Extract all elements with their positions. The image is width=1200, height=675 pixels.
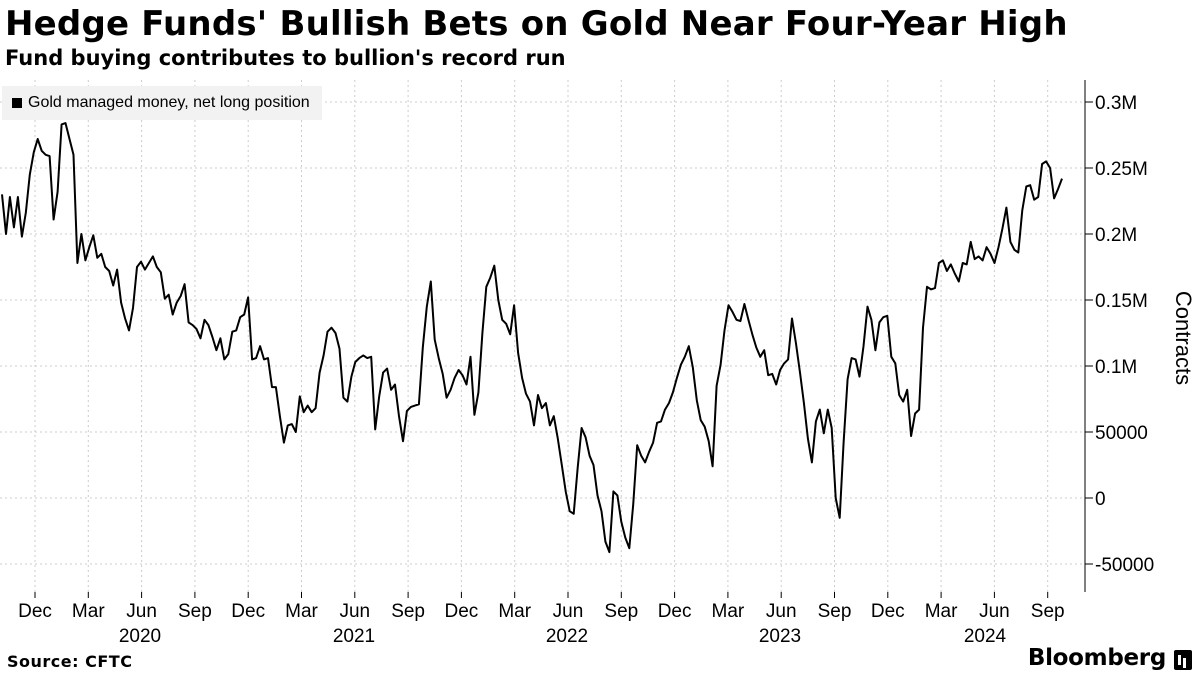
y-tick-label: 0.1M [1095,357,1137,378]
x-tick-label: Mar [72,601,105,622]
x-tick-label: Jun [126,601,157,622]
source-note: Source: CFTC [7,652,133,671]
x-tick-label: Sep [818,601,852,622]
y-axis-label: Contracts [1171,291,1196,385]
vertical-gridlines [34,80,1049,598]
y-tick-label: 50000 [1095,423,1148,444]
x-tick-label: Dec [18,601,52,622]
x-year-label: 2022 [546,626,588,647]
x-tick-label: Dec [658,601,692,622]
y-tick-label: 0 [1095,489,1106,510]
series-group [1,122,1063,554]
bloomberg-chart-icon [1174,650,1192,670]
x-tick-label: Dec [445,601,479,622]
x-tick-label: Mar [498,601,531,622]
x-tick-label: Sep [391,601,425,622]
legend-label: Gold managed money, net long position [28,94,310,111]
x-year-label: 2021 [333,626,375,647]
x-tick-label: Mar [285,601,318,622]
x-year-label: 2020 [119,626,161,647]
tick-labels: 0.3M 0.25M 0.2M 0.15M 0.1M 50000 0 -50000 Dec Mar… [18,93,1154,647]
legend-swatch [12,98,22,108]
series-line-gold-net-long [1,122,1063,554]
x-tick-label: Sep [178,601,212,622]
y-tick-label: 0.3M [1095,93,1137,114]
x-tick-label: Jun [766,601,797,622]
x-year-label: 2024 [964,626,1007,647]
y-tick-label: -50000 [1095,555,1154,576]
chart-title: Hedge Funds' Bullish Bets on Gold Near F… [5,4,1068,44]
x-tick-label: Mar [712,601,745,622]
y-tick-label: 0.2M [1095,225,1137,246]
x-tick-label: Jun [339,601,370,622]
x-tick-label: Dec [231,601,265,622]
x-tick-label: Mar [925,601,958,622]
legend: Gold managed money, net long position [2,86,322,120]
y-tick-label: 0.25M [1095,159,1148,180]
x-tick-label: Jun [553,601,584,622]
x-tick-label: Sep [604,601,638,622]
x-year-label: 2023 [759,626,801,647]
horizontal-gridlines [0,101,1093,565]
x-tick-label: Jun [979,601,1010,622]
chart-subtitle: Fund buying contributes to bullion's rec… [5,46,566,70]
x-tick-label: Sep [1031,601,1065,622]
y-tick-label: 0.15M [1095,291,1148,312]
bloomberg-logo: Bloomberg [1027,645,1166,671]
x-tick-label: Dec [871,601,905,622]
